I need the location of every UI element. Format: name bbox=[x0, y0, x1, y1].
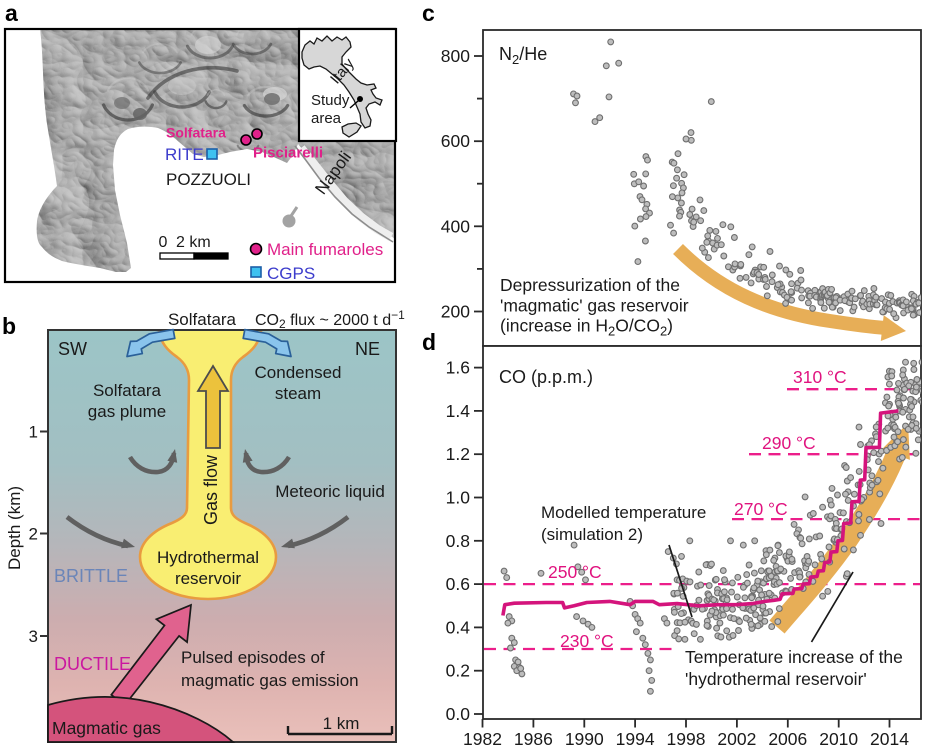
svg-text:1986: 1986 bbox=[514, 729, 553, 749]
svg-text:b: b bbox=[2, 313, 16, 339]
svg-text:d: d bbox=[422, 329, 436, 355]
svg-text:0.0: 0.0 bbox=[446, 704, 471, 724]
svg-text:0: 0 bbox=[159, 234, 168, 251]
svg-text:230 °C: 230 °C bbox=[560, 631, 614, 651]
svg-text:SW: SW bbox=[58, 339, 87, 359]
svg-text:(increase in H2O/CO2): (increase in H2O/CO2) bbox=[500, 316, 673, 339]
svg-text:Meteoric liquid: Meteoric liquid bbox=[275, 482, 385, 501]
svg-text:400: 400 bbox=[441, 216, 470, 236]
svg-text:CO (p.p.m.): CO (p.p.m.) bbox=[499, 367, 593, 387]
svg-text:Solfatara: Solfatara bbox=[93, 381, 162, 400]
svg-text:steam: steam bbox=[275, 384, 321, 403]
svg-text:2: 2 bbox=[29, 525, 38, 544]
svg-text:Modelled temperature: Modelled temperature bbox=[541, 503, 706, 522]
svg-text:2002: 2002 bbox=[717, 729, 756, 749]
svg-text:Condensed: Condensed bbox=[255, 363, 342, 382]
svg-text:N2/He: N2/He bbox=[499, 44, 547, 67]
svg-text:Depth (km): Depth (km) bbox=[5, 486, 24, 570]
svg-text:1.4: 1.4 bbox=[446, 401, 471, 421]
svg-text:reservoir: reservoir bbox=[175, 569, 241, 588]
svg-text:Hydrothermal: Hydrothermal bbox=[157, 548, 259, 567]
svg-text:0.6: 0.6 bbox=[446, 574, 470, 594]
svg-text:270 °C: 270 °C bbox=[734, 499, 788, 519]
svg-text:Temperature increase of the: Temperature increase of the bbox=[685, 647, 903, 667]
svg-text:1.6: 1.6 bbox=[446, 358, 470, 378]
svg-text:Solfatara: Solfatara bbox=[168, 310, 237, 329]
svg-text:Solfatara: Solfatara bbox=[166, 125, 226, 141]
svg-text:0.2: 0.2 bbox=[446, 661, 470, 681]
svg-text:'hydrothermal reservoir': 'hydrothermal reservoir' bbox=[685, 669, 867, 689]
svg-text:Pulsed episodes of: Pulsed episodes of bbox=[181, 648, 325, 667]
svg-text:310 °C: 310 °C bbox=[793, 367, 847, 387]
svg-text:2 km: 2 km bbox=[176, 234, 211, 251]
svg-text:NE: NE bbox=[355, 339, 380, 359]
svg-text:1990: 1990 bbox=[565, 729, 604, 749]
svg-text:600: 600 bbox=[441, 131, 470, 151]
svg-text:0.4: 0.4 bbox=[446, 617, 471, 637]
svg-text:0.8: 0.8 bbox=[446, 531, 470, 551]
svg-text:1.2: 1.2 bbox=[446, 444, 470, 464]
svg-text:c: c bbox=[422, 0, 435, 26]
svg-text:3: 3 bbox=[29, 627, 38, 646]
svg-text:Main fumaroles: Main fumaroles bbox=[267, 240, 383, 259]
svg-text:(simulation 2): (simulation 2) bbox=[541, 525, 643, 544]
svg-text:gas plume: gas plume bbox=[88, 402, 166, 421]
svg-text:Depressurization of the: Depressurization of the bbox=[500, 275, 680, 295]
svg-text:800: 800 bbox=[441, 46, 470, 66]
svg-text:1 km: 1 km bbox=[323, 714, 360, 733]
svg-text:a: a bbox=[5, 0, 18, 26]
svg-text:250 °C: 250 °C bbox=[548, 562, 602, 582]
svg-text:POZZUOLI: POZZUOLI bbox=[166, 170, 251, 189]
svg-text:200: 200 bbox=[441, 302, 470, 322]
svg-text:1: 1 bbox=[29, 423, 38, 442]
svg-text:Gas flow: Gas flow bbox=[201, 454, 221, 525]
svg-text:CO2 flux ~ 2000 t d−1: CO2 flux ~ 2000 t d−1 bbox=[255, 308, 405, 331]
svg-text:1.0: 1.0 bbox=[446, 488, 471, 508]
svg-text:1994: 1994 bbox=[616, 729, 655, 749]
svg-text:CGPS: CGPS bbox=[267, 264, 315, 283]
svg-text:Study: Study bbox=[311, 92, 350, 109]
svg-text:290 °C: 290 °C bbox=[762, 433, 816, 453]
svg-text:2010: 2010 bbox=[819, 729, 858, 749]
svg-text:1982: 1982 bbox=[463, 729, 502, 749]
svg-text:Pisciarelli: Pisciarelli bbox=[253, 145, 323, 162]
svg-text:area: area bbox=[311, 110, 342, 127]
svg-text:2014: 2014 bbox=[870, 729, 909, 749]
svg-text:Magmatic gas: Magmatic gas bbox=[52, 718, 161, 738]
svg-text:magmatic gas emission: magmatic gas emission bbox=[181, 671, 359, 690]
svg-text:1998: 1998 bbox=[667, 729, 706, 749]
svg-text:BRITTLE: BRITTLE bbox=[54, 566, 128, 586]
svg-text:2006: 2006 bbox=[768, 729, 807, 749]
svg-text:'magmatic' gas reservoir: 'magmatic' gas reservoir bbox=[500, 296, 689, 316]
svg-text:RITE: RITE bbox=[165, 145, 204, 164]
svg-text:DUCTILE: DUCTILE bbox=[54, 654, 131, 674]
